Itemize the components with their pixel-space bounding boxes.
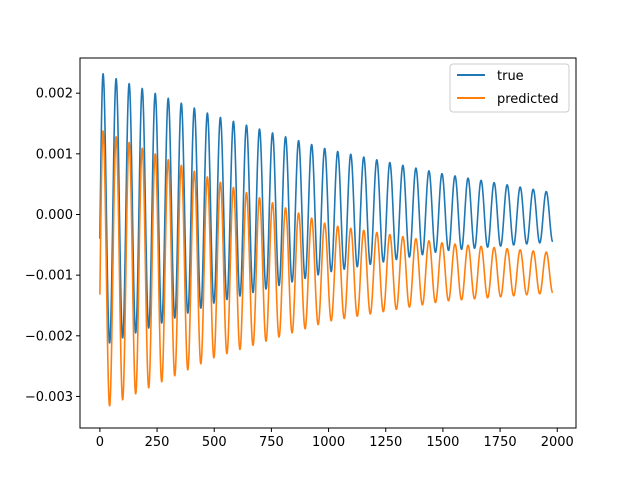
x-tick-label: 1250 — [369, 435, 402, 450]
legend-label-true: true — [497, 69, 524, 84]
x-tick-label: 1500 — [426, 435, 459, 450]
x-tick-label: 500 — [202, 435, 227, 450]
y-tick-label: −0.002 — [25, 329, 73, 344]
x-tick-label: 2000 — [541, 435, 574, 450]
y-tick-label: −0.003 — [25, 390, 73, 405]
legend: true predicted — [449, 63, 570, 113]
y-tick-label: 0.002 — [36, 87, 73, 102]
x-axis: 0 250 500 750 1000 1250 1500 1750 2000 — [96, 428, 574, 450]
x-tick-label: 0 — [96, 435, 104, 450]
series-line-true — [99, 72, 554, 344]
x-tick-label: 250 — [145, 435, 170, 450]
y-axis: −0.003 −0.002 −0.001 0.000 0.001 0.002 — [25, 87, 80, 405]
y-tick-label: 0.000 — [36, 208, 73, 223]
y-tick-label: 0.001 — [36, 147, 73, 162]
x-tick-label: 1750 — [484, 435, 517, 450]
x-tick-label: 750 — [259, 435, 284, 450]
legend-label-predicted: predicted — [497, 92, 559, 107]
plot-frame — [79, 57, 577, 429]
x-tick-label: 1000 — [312, 435, 345, 450]
plot-lines — [99, 72, 554, 407]
series-line-predicted — [99, 130, 554, 407]
y-tick-label: −0.001 — [25, 269, 73, 284]
